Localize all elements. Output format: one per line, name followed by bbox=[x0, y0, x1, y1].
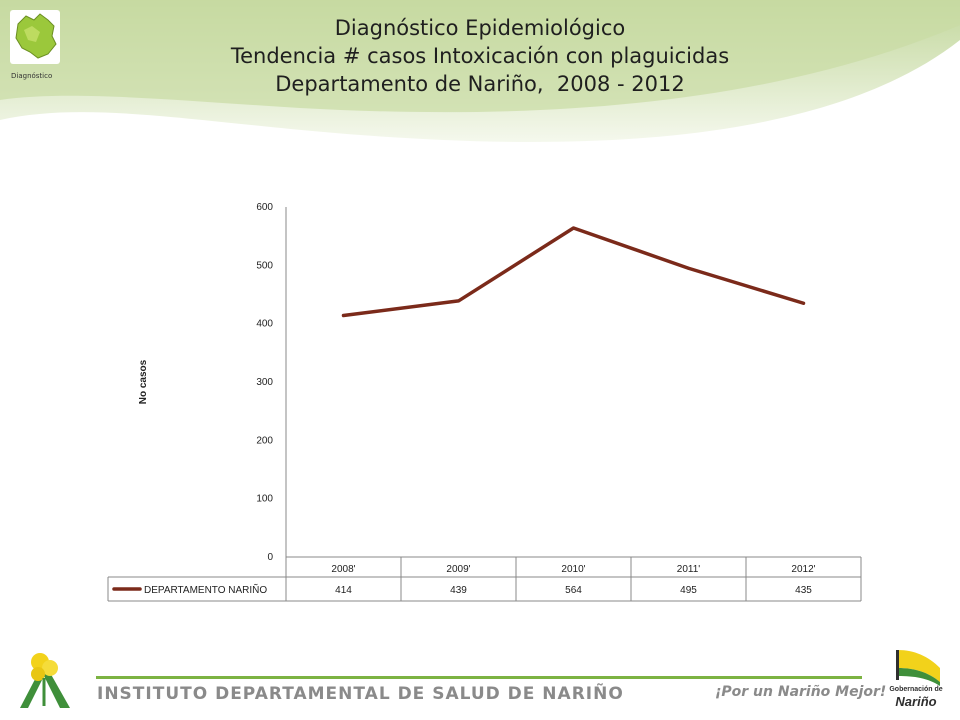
data-label: 414 bbox=[335, 585, 352, 596]
y-tick-label: 200 bbox=[256, 435, 273, 446]
y-tick-label: 300 bbox=[256, 377, 273, 388]
x-tick-label: 2009' bbox=[446, 564, 470, 575]
y-tick-label: 400 bbox=[256, 319, 273, 330]
department-map-logo bbox=[10, 10, 60, 64]
data-point bbox=[457, 299, 460, 303]
data-point bbox=[802, 301, 805, 305]
x-tick-label: 2012' bbox=[791, 564, 815, 575]
title-line-1: Diagnóstico Epidemiológico bbox=[334, 16, 626, 40]
y-tick-label: 100 bbox=[256, 494, 273, 505]
data-label: 564 bbox=[565, 585, 582, 596]
legend-label: DEPARTAMENTO NARIÑO bbox=[144, 583, 267, 596]
y-axis-label: No casos bbox=[138, 359, 149, 404]
data-point bbox=[572, 226, 575, 230]
footer-divider bbox=[96, 676, 862, 679]
title-line-3: Departamento de Nariño, 2008 - 2012 bbox=[275, 72, 685, 96]
y-tick-label: 500 bbox=[256, 260, 273, 271]
data-point bbox=[342, 314, 345, 317]
narino-label: Nariño bbox=[895, 694, 937, 709]
flower-logo-icon bbox=[20, 653, 70, 708]
logo-caption: Diagnóstico bbox=[11, 72, 53, 80]
gobernacion-label: Gobernación de bbox=[889, 686, 943, 693]
x-tick-label: 2010' bbox=[561, 564, 585, 575]
y-tick-label: 0 bbox=[267, 552, 273, 563]
data-label: 435 bbox=[795, 585, 812, 596]
data-label: 439 bbox=[450, 585, 467, 596]
y-tick-label: 600 bbox=[256, 202, 273, 213]
page-title: Diagnóstico Epidemiológico Tendencia # c… bbox=[60, 14, 900, 98]
series-line bbox=[341, 226, 806, 318]
slogan-text: ¡Por un Nariño Mejor! bbox=[715, 684, 887, 700]
data-label: 495 bbox=[680, 585, 697, 596]
title-line-2: Tendencia # casos Intoxicación con plagu… bbox=[230, 44, 730, 68]
x-tick-label: 2011' bbox=[677, 564, 701, 575]
x-tick-label: 2008' bbox=[331, 564, 355, 575]
gobernacion-logo-icon bbox=[896, 650, 940, 686]
data-point bbox=[687, 266, 690, 270]
header-wave-background bbox=[0, 0, 960, 142]
institution-name: INSTITUTO DEPARTAMENTAL DE SALUD DE NARI… bbox=[97, 684, 624, 704]
